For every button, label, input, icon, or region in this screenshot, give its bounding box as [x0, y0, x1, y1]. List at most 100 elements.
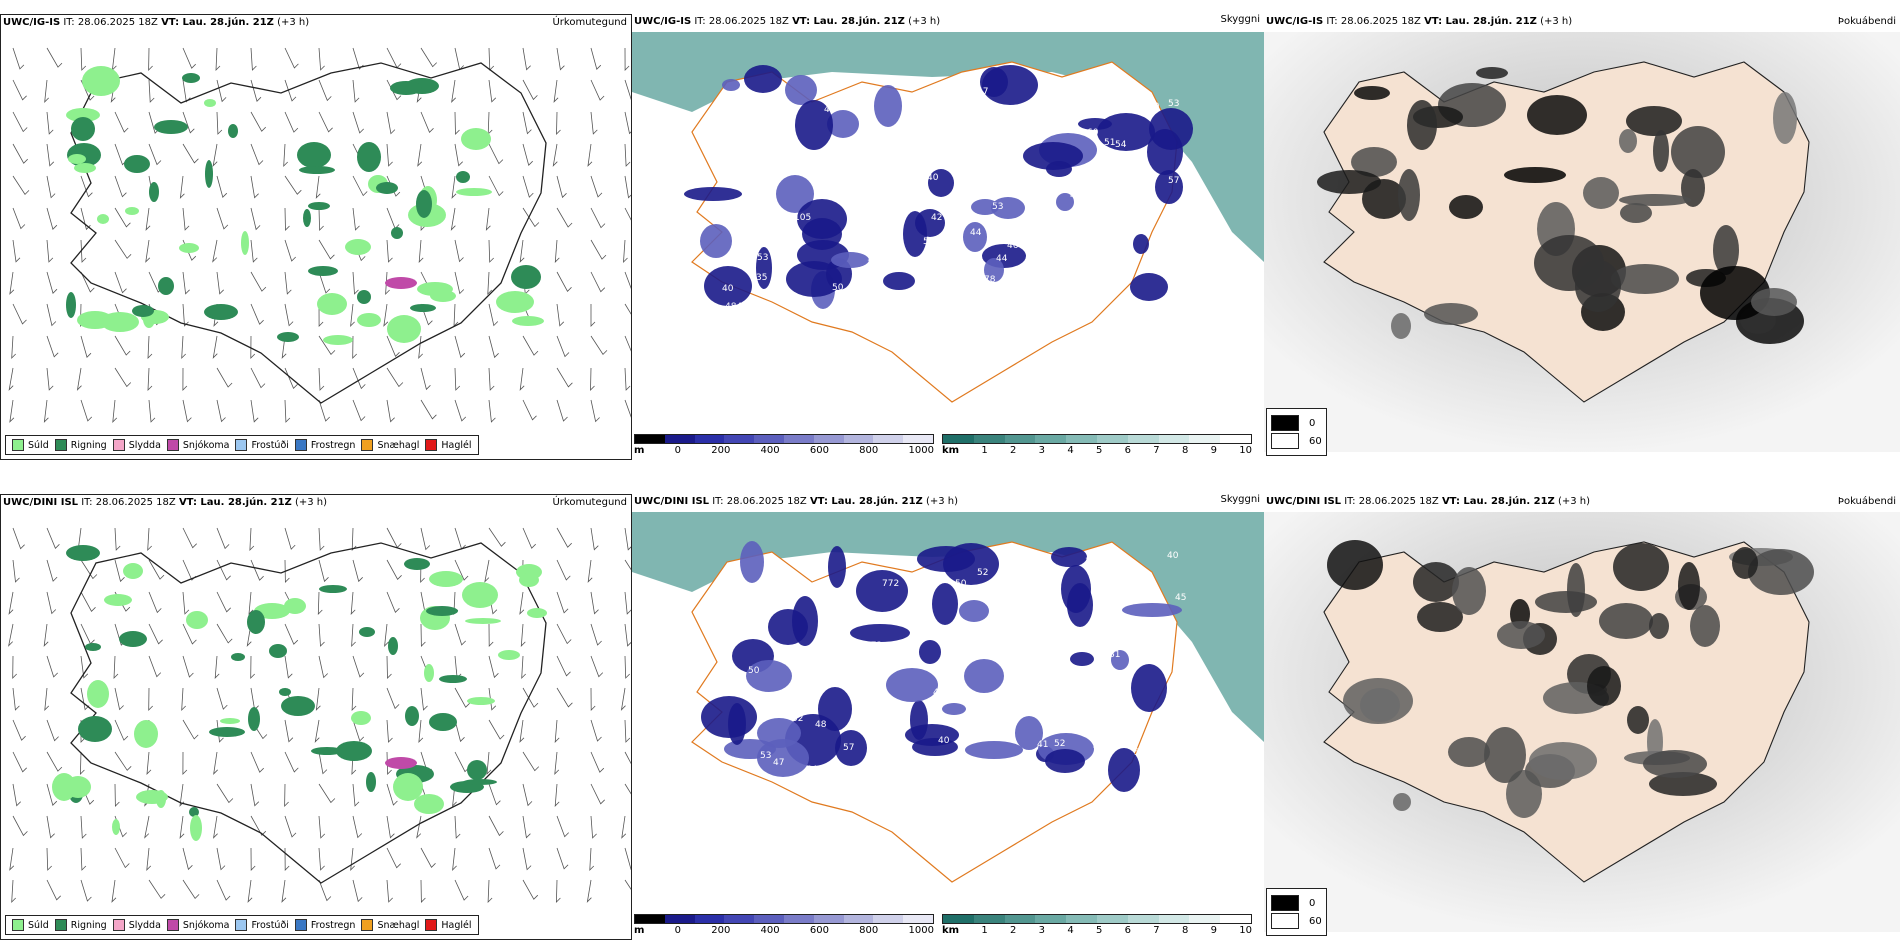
visibility-value: 80	[1148, 102, 1160, 112]
visibility-value: 45	[1175, 593, 1186, 603]
visibility-value: 40	[1167, 551, 1179, 561]
visibility-value: 50	[955, 579, 967, 589]
legend-item: Snjókoma	[166, 439, 229, 451]
panel-header: UWC/DINI ISL IT: 28.06.2025 18Z VT: Lau.…	[634, 496, 959, 507]
visibility-value: 50	[748, 666, 760, 676]
visibility-value: 61	[830, 74, 841, 84]
visibility-value: 55	[1076, 718, 1087, 728]
visibility-value: 484	[725, 302, 742, 312]
visibility-value: 45	[1075, 697, 1086, 707]
visibility-colorbar	[942, 914, 1252, 924]
visibility-value: 41	[1099, 101, 1110, 111]
visibility-value: 54	[1115, 140, 1127, 150]
visibility-value: 49	[933, 688, 945, 698]
visibility-value: 565	[1012, 320, 1029, 330]
visibility-value: 40	[1133, 312, 1145, 322]
visibility-value: 120	[856, 198, 873, 208]
panel-header: UWC/DINI ISL IT: 28.06.2025 18Z VT: Lau.…	[1266, 496, 1591, 507]
visibility-value: 63	[958, 638, 969, 648]
visibility-value: 50	[792, 559, 804, 569]
visibility-value: 624	[715, 822, 732, 832]
legend-item: Súld	[12, 919, 49, 931]
visibility-value: 63	[919, 117, 930, 127]
visibility-value: 37	[1014, 765, 1025, 775]
visibility-value: 44	[970, 228, 982, 238]
visibility-panel-top: UWC/IG-IS IT: 28.06.2025 18Z VT: Lau. 28…	[632, 14, 1264, 460]
elevation-colorbar	[634, 434, 934, 444]
elevation-scale: m 0 200 400 600 800 1000	[634, 434, 934, 456]
visibility-value: 46	[740, 314, 752, 324]
visibility-value: 53	[757, 253, 768, 263]
visibility-value: 44	[996, 254, 1008, 264]
visibility-value: 772	[882, 579, 899, 589]
panel-header: UWC/DINI ISL IT: 28.06.2025 18Z VT: Lau.…	[3, 497, 328, 508]
visibility-value: 47	[843, 827, 854, 837]
visibility-value: 105	[794, 213, 811, 223]
fog-legend: 0 60	[1266, 408, 1327, 456]
visibility-value: 54	[933, 258, 945, 268]
visibility-value: 49	[774, 326, 786, 336]
visibility-value-labels: 47 43 35 50 35 56 53 39 37 80 60 45 46 53 41 47 49 51 44 61…	[716, 74, 1179, 364]
fog-map	[1264, 512, 1900, 932]
visibility-value: 54	[1114, 691, 1126, 701]
visibility-value: 39	[1085, 557, 1097, 567]
visibility-value: 105	[906, 779, 923, 789]
visibility-value: 78	[984, 275, 996, 285]
visibility-value: 45	[992, 114, 1003, 124]
visibility-value: 137	[1005, 231, 1022, 241]
visibility-value: 94	[879, 206, 891, 216]
visibility-value: 41	[873, 310, 884, 320]
visibility-value: 48	[1093, 742, 1105, 752]
visibility-value: 41	[949, 764, 960, 774]
precip-panel-top: UWC/IG-IS IT: 28.06.2025 18Z VT: Lau. 28…	[0, 14, 632, 460]
visibility-value: 47	[845, 661, 856, 671]
visibility-value: 40	[927, 173, 939, 183]
visibility-value: 45	[846, 92, 857, 102]
visibility-value: 40	[938, 736, 950, 746]
visibility-value: 47	[977, 87, 988, 97]
visibility-value: 44	[716, 354, 728, 364]
legend-item: Frostúði	[235, 919, 289, 931]
precip-legend: Súld Rigning Slydda Snjókoma Frostúði Fr…	[5, 915, 479, 935]
visibility-value: 46	[1163, 795, 1175, 805]
visibility-value: 47	[824, 105, 835, 115]
visibility-value: 46	[1007, 241, 1019, 251]
panel-type-label: Þokuábendi	[1837, 16, 1896, 27]
legend-item: Slydda	[112, 919, 161, 931]
visibility-value: 46	[778, 128, 790, 138]
precip-legend: Súld Rigning Slydda Snjókoma Frostúði Fr…	[5, 435, 479, 455]
visibility-value: 43	[1133, 197, 1144, 207]
visibility-value: 33	[874, 704, 885, 714]
visibility-panel-bottom: UWC/DINI ISL IT: 28.06.2025 18Z VT: Lau.…	[632, 494, 1264, 940]
visibility-value: 56	[923, 237, 935, 247]
legend-item: Snjókoma	[166, 919, 229, 931]
visibility-value: 38	[962, 768, 974, 778]
visibility-scale: km 1 2 3 4 5 6 7 8 9 10	[942, 434, 1252, 456]
visibility-map: 47 43 35 50 35 56 53 39 37 80 60 45 46 53 41 47 49 51 44 61…	[632, 32, 1264, 452]
visibility-value: 42	[931, 213, 942, 223]
visibility-value: 57	[843, 743, 854, 753]
visibility-value: 60	[984, 187, 996, 197]
visibility-value: 40	[722, 284, 734, 294]
legend-item: Snæhagl	[361, 919, 419, 931]
legend-item: Slydda	[112, 439, 161, 451]
visibility-value: 61	[1003, 324, 1014, 334]
legend-item: Rigning	[54, 439, 107, 451]
visibility-value: 52	[792, 714, 803, 724]
visibility-value: 39	[846, 315, 858, 325]
visibility-value: 35	[756, 273, 767, 283]
visibility-value-labels: 4741316750385245455347484947505554428139…	[715, 551, 1186, 837]
legend-item: Frostregn	[294, 439, 355, 451]
visibility-value: 53	[760, 751, 771, 761]
visibility-value: 52	[757, 301, 768, 311]
panel-type-label: Þokuábendi	[1837, 496, 1896, 507]
visibility-value: 50	[1093, 332, 1105, 342]
fog-map	[1264, 32, 1900, 452]
visibility-value: 52	[1054, 739, 1065, 749]
visibility-value: 60	[1087, 128, 1099, 138]
visibility-scale: km 1 2 3 4 5 6 7 8 9 10	[942, 914, 1252, 936]
visibility-value: 48	[815, 720, 827, 730]
legend-item: Snæhagl	[361, 439, 419, 451]
visibility-value: 53	[1168, 99, 1179, 109]
legend-item: Haglél	[425, 919, 472, 931]
